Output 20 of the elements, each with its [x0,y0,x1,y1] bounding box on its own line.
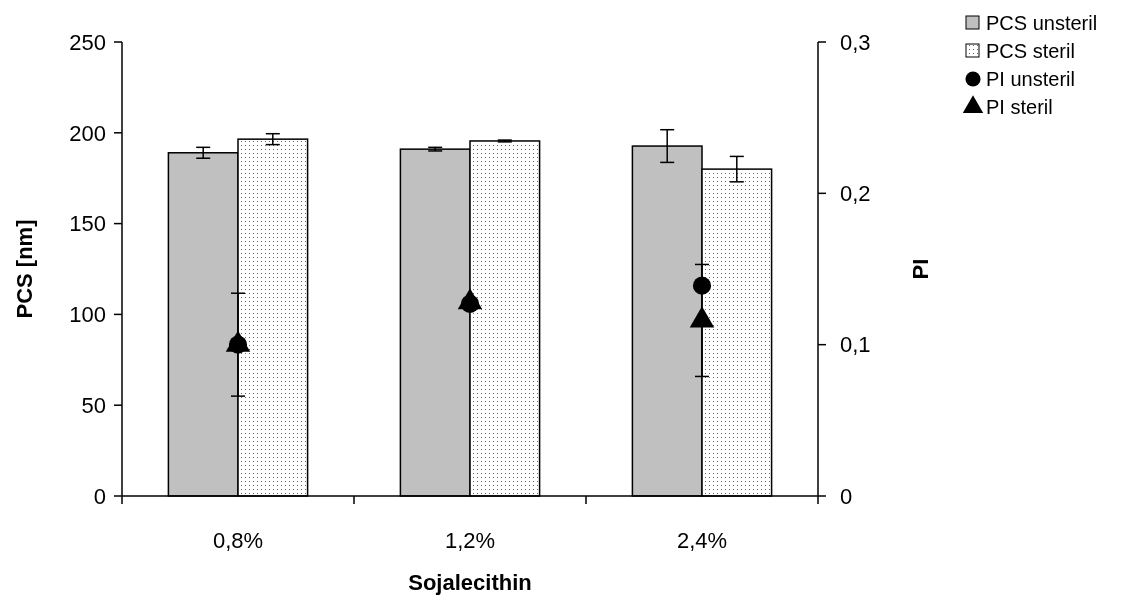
x-tick-label: 2,4% [676,528,728,553]
y-tick-label: 100 [69,302,106,328]
y2-axis-title: PI [908,258,933,280]
y2-tick-label: 0 [840,483,853,509]
legend-label: PI unsteril [986,68,1075,90]
y2-tick-label: 0,2 [840,181,871,207]
x-tick-label: 0,8% [212,528,264,553]
y-tick-label: 200 [69,120,106,146]
legend-label: PCS unsteril [986,12,1098,34]
legend-label: PCS steril [986,40,1075,62]
y-tick-label: 150 [69,211,106,237]
y-axis-title: PCS [nm] [12,219,37,319]
y2-tick-label: 0,1 [840,332,871,358]
y-tick-label: 0 [93,483,106,509]
y2-tick-label: 0,3 [840,29,871,55]
x-tick-label: 1,2% [444,528,496,553]
y-tick-label: 50 [81,392,106,418]
y-tick-label: 250 [69,29,106,55]
legend-label: PI steril [986,96,1053,118]
x-axis-title: Sojalecithin [408,570,532,595]
